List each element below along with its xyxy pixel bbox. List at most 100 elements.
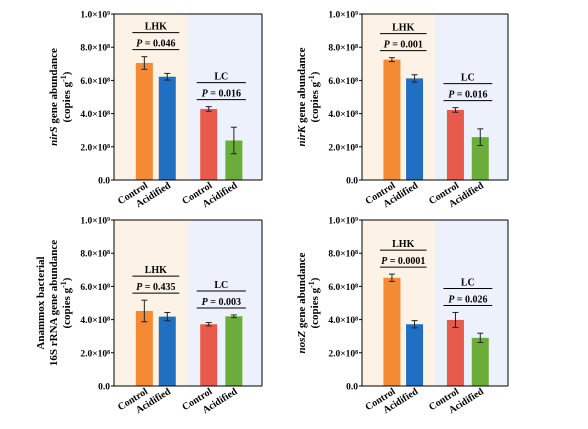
y-tick-label: 1.0×10⁹ [328,217,358,227]
p-value: = 0.016 [208,89,241,100]
bar [446,109,464,180]
bar [406,324,424,386]
bar [135,310,153,386]
y-tick-label: 6.0×10⁸ [328,77,358,87]
p-symbol: P [136,39,143,50]
bar [406,78,424,180]
y-tick-label: 8.0×10⁸ [328,44,358,54]
y-tick-label: 0.0 [98,177,110,187]
group-label: LC [461,73,475,84]
y-axis-label: nirS gene abundance [48,48,60,146]
p-value-label: P = 0.046 [136,39,175,50]
p-value-label: P = 0.435 [136,282,175,293]
unit-superscript: -1 [307,75,316,82]
bar [471,137,489,180]
p-value-label: P = 0.0001 [381,256,425,267]
unit-close: ) [309,277,321,281]
group-label: LHK [392,239,414,250]
p-value: = 0.016 [454,90,487,101]
unit-text: (copies g [309,287,321,328]
p-value-label: P = 0.003 [202,297,241,308]
p-symbol: P [202,89,209,100]
y-tick-label: 6.0×10⁸ [80,77,110,87]
bar [158,76,176,180]
gene-name: nirK [296,125,308,146]
group-label: LC [214,280,228,291]
unit-close: ) [309,71,321,75]
y-tick-label: 0.0 [346,383,358,393]
y-tick-label: 6.0×10⁸ [328,283,358,293]
label-text: gene abundance [296,252,308,330]
p-value: = 0.0001 [387,256,425,267]
y-tick-label: 2.0×10⁸ [328,349,358,359]
y-tick-label: 1.0×10⁹ [80,11,110,21]
bar [200,324,218,386]
p-value-label: P = 0.026 [448,294,487,305]
y-tick-label: 0.0 [98,383,110,393]
p-symbol: P [448,90,455,101]
y-tick-label: 8.0×10⁸ [80,250,110,260]
y-tick-label: 2.0×10⁸ [80,143,110,153]
p-value: = 0.435 [142,282,175,293]
unit-superscript: -1 [59,281,68,288]
group-label: LHK [145,265,167,276]
y-axis-label: 16S rRNA gene abundance [48,240,60,366]
p-value-label: P = 0.001 [384,40,423,51]
y-tick-label: 1.0×10⁹ [80,217,110,227]
gene-name: nosZ [296,331,308,354]
bar [383,59,401,180]
group-label: LC [461,277,475,288]
label-text: gene abundance [48,48,60,126]
y-axis-label: nosZ gene abundance [296,252,308,353]
y-tick-label: 4.0×10⁸ [328,110,358,120]
bar [225,140,243,180]
group-label: LHK [145,22,167,33]
y-tick-label: 4.0×10⁸ [80,110,110,120]
y-tick-label: 8.0×10⁸ [80,44,110,54]
y-tick-label: 2.0×10⁸ [328,143,358,153]
p-symbol: P [448,294,455,305]
unit-superscript: -1 [59,75,68,82]
y-tick-label: 1.0×10⁹ [328,11,358,21]
unit-text: (copies g [61,81,73,122]
y-tick-label: 0.0 [346,177,358,187]
bar [200,108,218,180]
unit-superscript: -1 [307,281,316,288]
y-tick-label: 4.0×10⁸ [80,316,110,326]
p-value: = 0.046 [142,39,175,50]
y-tick-label: 8.0×10⁸ [328,250,358,260]
p-symbol: P [136,282,143,293]
bar [135,62,153,180]
unit-close: ) [61,71,73,75]
p-value: = 0.026 [454,294,487,305]
bar [158,316,176,386]
p-value-label: P = 0.016 [448,90,487,101]
gene-name: nirS [48,126,60,146]
p-symbol: P [384,40,391,51]
y-axis-label: (copies g-1) [59,277,73,328]
p-value-label: P = 0.016 [202,89,241,100]
label-text: gene abundance [296,47,308,125]
unit-close: ) [61,277,73,281]
y-axis-label: nirK gene abundance [296,47,308,146]
y-axis-label: Anammox bacterial [35,256,47,349]
y-axis-label: (copies g-1) [307,71,321,122]
unit-text: (copies g [61,287,73,328]
group-label: LC [214,72,228,83]
bar [383,277,401,386]
y-tick-label: 2.0×10⁸ [80,349,110,359]
bar [225,316,243,386]
y-tick-label: 6.0×10⁸ [80,283,110,293]
group-label: LHK [392,23,414,34]
p-value: = 0.001 [390,40,423,51]
y-tick-label: 4.0×10⁸ [328,316,358,326]
panel-4: LHK P = 0.0001 LC P = 0.026 0.0 2.0×10⁸ 4.0×10… [296,217,509,416]
bar [471,337,489,386]
p-value: = 0.003 [208,297,241,308]
unit-text: (copies g [309,81,321,122]
y-axis-label: (copies g-1) [59,71,73,122]
